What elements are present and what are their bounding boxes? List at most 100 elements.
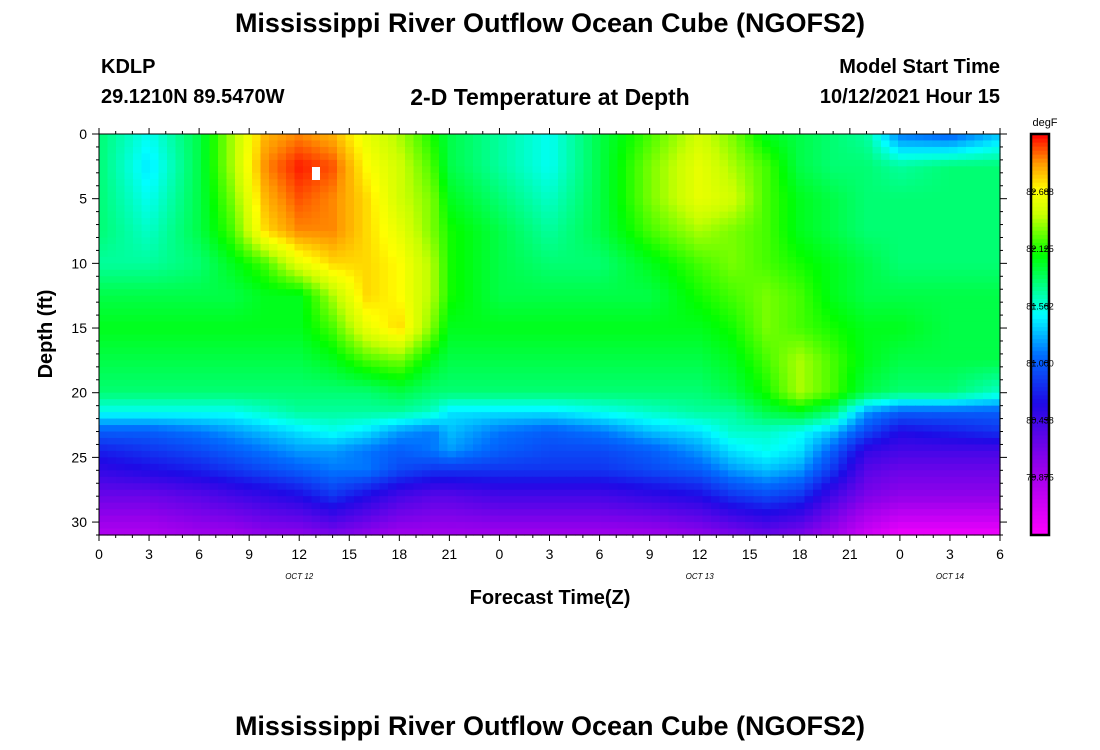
heatmap-cell — [991, 425, 1001, 433]
heatmap-cell — [158, 386, 168, 394]
heatmap-cell — [566, 295, 576, 303]
heatmap-cell — [719, 231, 729, 239]
heatmap-cell — [626, 231, 636, 239]
heatmap-cell — [677, 425, 687, 433]
heatmap-cell — [388, 334, 398, 342]
heatmap-cell — [745, 250, 755, 258]
heatmap-cell — [813, 321, 823, 329]
heatmap-cell — [388, 315, 398, 323]
heatmap-cell — [881, 302, 891, 310]
heatmap-cell — [209, 179, 219, 187]
heatmap-cell — [915, 218, 925, 226]
heatmap-cell — [813, 328, 823, 336]
heatmap-cell — [447, 392, 457, 400]
heatmap-cell — [439, 237, 449, 245]
heatmap-cell — [362, 172, 372, 180]
heatmap-cell — [634, 231, 644, 239]
heatmap-cell — [388, 159, 398, 167]
heatmap-cell — [566, 360, 576, 368]
heatmap-cell — [371, 269, 381, 277]
heatmap-cell — [592, 134, 602, 142]
heatmap-cell — [549, 231, 559, 239]
heatmap-cell — [736, 431, 746, 439]
heatmap-cell — [804, 269, 814, 277]
heatmap-cell — [490, 412, 500, 420]
heatmap-cell — [881, 198, 891, 206]
heatmap-cell — [745, 166, 755, 174]
heatmap-cell — [923, 360, 933, 368]
heatmap-cell — [158, 418, 168, 426]
heatmap-cell — [583, 263, 593, 271]
heatmap-cell — [345, 334, 355, 342]
heatmap-cell — [396, 347, 406, 355]
heatmap-cell — [855, 308, 865, 316]
heatmap-cell — [422, 237, 432, 245]
heatmap-cell — [651, 205, 661, 213]
heatmap-cell — [779, 289, 789, 297]
heatmap-cell — [575, 392, 585, 400]
heatmap-cell — [566, 250, 576, 258]
heatmap-cell — [991, 250, 1001, 258]
heatmap-cell — [838, 231, 848, 239]
heatmap-cell — [158, 256, 168, 264]
heatmap-cell — [260, 289, 270, 297]
heatmap-cell — [515, 392, 525, 400]
heatmap-cell — [184, 211, 194, 219]
heatmap-cell — [651, 276, 661, 284]
heatmap-cell — [277, 315, 287, 323]
heatmap-cell — [685, 205, 695, 213]
heatmap-cell — [770, 392, 780, 400]
heatmap-cell — [252, 405, 262, 413]
heatmap-cell — [252, 263, 262, 271]
heatmap-cell — [685, 347, 695, 355]
heatmap-cell — [583, 153, 593, 161]
heatmap-cell — [694, 205, 704, 213]
heatmap-cell — [192, 153, 202, 161]
heatmap-cell — [396, 405, 406, 413]
heatmap-cell — [583, 140, 593, 148]
heatmap-cell — [711, 159, 721, 167]
heatmap-cell — [379, 179, 389, 187]
heatmap-cell — [558, 218, 568, 226]
heatmap-cell — [728, 211, 738, 219]
heatmap-cell — [320, 328, 330, 336]
heatmap-cell — [813, 276, 823, 284]
heatmap-cell — [439, 302, 449, 310]
heatmap-cell — [906, 366, 916, 374]
heatmap-cell — [532, 153, 542, 161]
heatmap-cell — [328, 373, 338, 381]
heatmap-cell — [634, 302, 644, 310]
heatmap-cell — [575, 159, 585, 167]
heatmap-cell — [464, 308, 474, 316]
heatmap-cell — [456, 315, 466, 323]
heatmap-cell — [651, 431, 661, 439]
heatmap-cell — [660, 218, 670, 226]
heatmap-cell — [141, 256, 151, 264]
heatmap-cell — [277, 425, 287, 433]
heatmap-cell — [422, 276, 432, 284]
heatmap-cell — [362, 334, 372, 342]
heatmap-cell — [660, 392, 670, 400]
heatmap-cell — [906, 263, 916, 271]
heatmap-cell — [107, 269, 117, 277]
heatmap-cell — [847, 198, 857, 206]
heatmap-cell — [277, 218, 287, 226]
heatmap-cell — [600, 412, 610, 420]
heatmap-cell — [473, 366, 483, 374]
heatmap-cell — [753, 431, 763, 439]
heatmap-cell — [133, 166, 143, 174]
heatmap-cell — [889, 379, 899, 387]
heatmap-cell — [932, 412, 942, 420]
heatmap-cell — [966, 366, 976, 374]
heatmap-cell — [668, 198, 678, 206]
heatmap-cell — [490, 366, 500, 374]
heatmap-cell — [150, 379, 160, 387]
heatmap-cell — [192, 269, 202, 277]
heatmap-cell — [660, 340, 670, 349]
heatmap-cell — [694, 140, 704, 148]
heatmap-cell — [728, 418, 738, 426]
heatmap-cell — [838, 243, 848, 252]
heatmap-cell — [957, 192, 967, 200]
heatmap-cell — [209, 347, 219, 355]
heatmap-cell — [116, 192, 126, 200]
